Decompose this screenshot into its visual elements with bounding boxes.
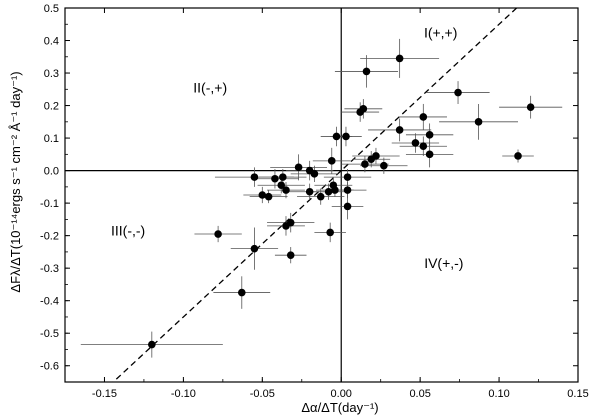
data-point	[294, 163, 303, 172]
fit-line	[112, 8, 518, 382]
data-point	[343, 186, 352, 194]
data-point	[474, 118, 483, 126]
data-point	[277, 181, 286, 190]
y-tick-label: 0.3	[44, 68, 59, 80]
data-point	[425, 131, 434, 139]
data-point	[425, 150, 434, 159]
x-tick-label: -0.15	[92, 388, 117, 400]
y-tick-label: -0.1	[40, 198, 59, 210]
data-point	[419, 113, 428, 121]
y-tick-label: 0.4	[44, 36, 59, 48]
data-point	[411, 139, 420, 147]
data-point	[332, 132, 341, 141]
x-tick-label: -0.10	[171, 388, 196, 400]
data-point	[279, 173, 287, 181]
data-point	[343, 173, 352, 181]
data-point	[327, 157, 336, 165]
data-point	[316, 192, 325, 201]
quadrant-label: III(-,-)	[111, 223, 145, 239]
data-point	[361, 160, 369, 168]
x-axis-title: Δα/ΔT(day⁻¹)	[301, 400, 378, 415]
plot-frame	[64, 7, 579, 383]
x-tick-label: 0.15	[567, 388, 588, 400]
axes: -0.15 -0.10 -0.05 0.00 0.05 0.10 0.15 0.5 0.4 0.3…	[40, 3, 589, 400]
plot-area: I(+,+) II(-,+) III(-,-) IV(+,-)	[65, 8, 578, 382]
data-point	[282, 186, 290, 194]
data-point	[214, 230, 222, 238]
quadrant-label: II(-,+)	[193, 80, 227, 96]
data-point	[343, 202, 352, 211]
data-point	[380, 161, 388, 170]
x-tick-label: 0.00	[331, 388, 352, 400]
data-point	[526, 103, 535, 111]
data-point	[372, 152, 380, 160]
data-point	[454, 88, 462, 97]
data-point	[326, 228, 334, 237]
data-point	[271, 174, 279, 183]
x-tick-label: -0.05	[250, 388, 275, 400]
data-point	[264, 192, 273, 201]
data-point	[305, 187, 314, 196]
data-point	[395, 54, 404, 63]
x-tick-label: 0.05	[409, 388, 430, 400]
data-point	[359, 105, 368, 113]
data-point	[258, 191, 267, 199]
quadrant-label: I(+,+)	[424, 24, 457, 40]
y-tick-label: 0.5	[44, 3, 59, 15]
data-point	[342, 132, 350, 141]
y-tick-label: -0.5	[40, 328, 59, 340]
quadrant-label: IV(+,-)	[424, 255, 463, 271]
x-tick-label: 0.10	[488, 388, 509, 400]
data-point	[250, 244, 259, 253]
y-tick-label: 0.1	[44, 133, 59, 145]
data-point	[419, 142, 428, 151]
data-point	[514, 152, 522, 160]
y-tick-label: -0.6	[40, 361, 59, 373]
data-point	[395, 126, 404, 134]
y-tick-label: -0.2	[40, 231, 59, 243]
data-points	[148, 54, 535, 349]
data-point	[286, 251, 295, 259]
data-point	[148, 340, 156, 349]
data-point	[331, 186, 339, 194]
y-tick-label: 0.0	[44, 166, 59, 178]
data-point	[362, 67, 371, 76]
data-point	[237, 288, 246, 297]
y-tick-label: -0.4	[40, 296, 59, 308]
y-axis-title: ΔFλ/ΔT(10⁻¹⁴ergs s⁻¹ cm⁻² Å⁻¹ day⁻¹)	[8, 71, 23, 292]
data-point	[310, 170, 319, 178]
y-tick-label: 0.2	[44, 101, 59, 113]
data-point	[286, 218, 295, 227]
data-point	[324, 187, 333, 196]
data-point	[250, 173, 259, 181]
y-tick-label: -0.3	[40, 263, 59, 275]
